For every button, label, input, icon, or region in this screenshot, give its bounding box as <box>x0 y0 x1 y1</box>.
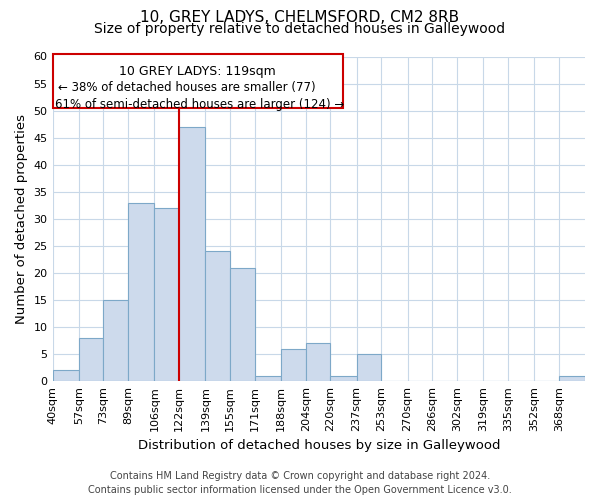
Text: 61% of semi-detached houses are larger (124) →: 61% of semi-detached houses are larger (… <box>55 98 344 110</box>
Bar <box>255 376 281 382</box>
Text: 10, GREY LADYS, CHELMSFORD, CM2 8RB: 10, GREY LADYS, CHELMSFORD, CM2 8RB <box>140 10 460 25</box>
Text: ← 38% of detached houses are smaller (77): ← 38% of detached houses are smaller (77… <box>58 82 316 94</box>
X-axis label: Distribution of detached houses by size in Galleywood: Distribution of detached houses by size … <box>137 440 500 452</box>
Bar <box>305 344 331 382</box>
Bar <box>356 354 381 382</box>
Bar <box>331 376 356 382</box>
Bar <box>79 338 103 382</box>
Y-axis label: Number of detached properties: Number of detached properties <box>15 114 28 324</box>
Bar <box>128 202 154 382</box>
Text: Contains HM Land Registry data © Crown copyright and database right 2024.
Contai: Contains HM Land Registry data © Crown c… <box>88 471 512 495</box>
Text: 10 GREY LADYS: 119sqm: 10 GREY LADYS: 119sqm <box>119 65 276 78</box>
Bar <box>179 127 205 382</box>
Bar <box>205 252 230 382</box>
Bar <box>103 300 128 382</box>
Bar <box>230 268 255 382</box>
FancyBboxPatch shape <box>53 54 343 108</box>
Bar <box>559 376 585 382</box>
Bar <box>53 370 79 382</box>
Bar <box>154 208 179 382</box>
Bar <box>281 349 305 382</box>
Text: Size of property relative to detached houses in Galleywood: Size of property relative to detached ho… <box>94 22 506 36</box>
